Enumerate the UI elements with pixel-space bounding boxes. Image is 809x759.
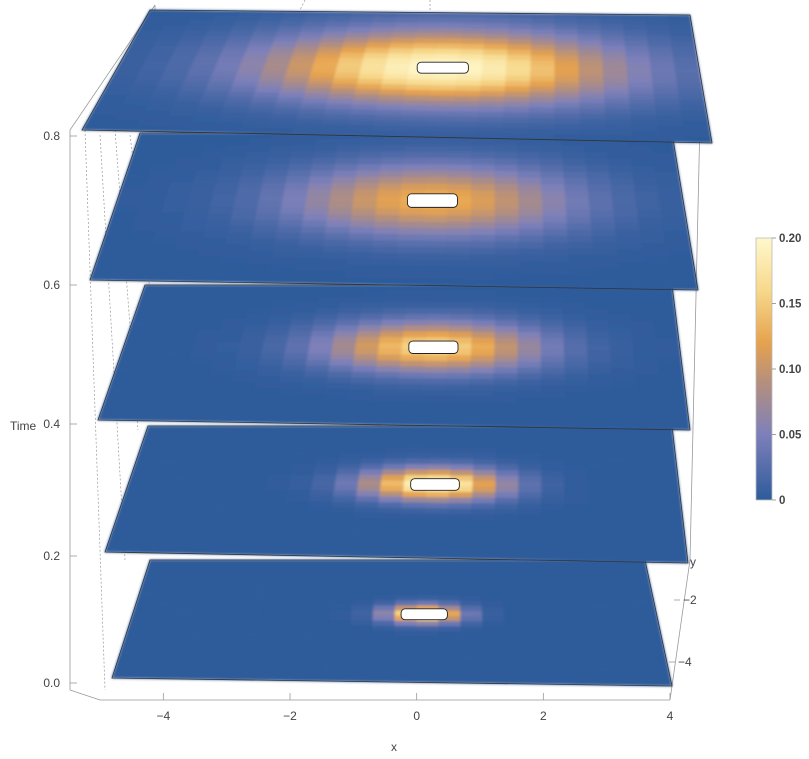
source-cell	[416, 61, 469, 74]
box-edge-right	[669, 559, 691, 701]
y-axis-label: y	[690, 555, 696, 569]
colorbar-tick-label: 0	[779, 495, 785, 507]
time-axis-label: Time	[10, 419, 37, 433]
colorbar-gradient	[755, 237, 773, 501]
source-cell	[406, 193, 458, 208]
colorbar-tick-label: 0.20	[779, 233, 801, 245]
slice-t-0.8	[81, 9, 713, 144]
colorbar-tick-label: 0.05	[779, 430, 802, 442]
x-tick-label: 2	[540, 709, 547, 723]
y-tick-label: −2	[683, 593, 697, 607]
slice-t-0.4	[97, 284, 691, 431]
colorbar	[755, 237, 773, 501]
colorbar-tick-label: 0.10	[779, 364, 801, 376]
time-axis: 0.0 0.2 0.4 0.6 0.8	[43, 129, 77, 690]
x-axis: −4 −2 0 2 4	[156, 693, 674, 723]
x-axis-label: x	[391, 740, 397, 754]
source-cell	[400, 608, 448, 621]
time-tick-label: 0.8	[43, 129, 60, 143]
x-tick-label: 0	[413, 709, 420, 723]
source-cell	[408, 340, 459, 354]
slice-outline	[81, 9, 713, 144]
time-tick-label: 0.6	[43, 278, 60, 292]
y-tick-label: −4	[678, 655, 692, 669]
time-slices	[81, 9, 713, 687]
x-tick-label: −4	[156, 709, 170, 723]
box-edge-bottom-left	[69, 689, 101, 701]
time-tick-label: 0.4	[43, 417, 60, 431]
source-cell	[410, 478, 460, 491]
slice-t-0.6	[89, 132, 699, 291]
time-tick-label: 0.0	[43, 676, 60, 690]
slice-outline	[111, 559, 673, 687]
time-tick-label: 0.2	[43, 549, 60, 563]
colorbar-ticks: 0 0.05 0.10 0.15 0.20	[772, 233, 802, 507]
slice-t-0.2	[104, 425, 689, 564]
colorbar-tick-label: 0.15	[779, 299, 802, 311]
plot-box	[69, 4, 701, 701]
x-tick-label: 4	[667, 709, 674, 723]
y-axis: −2 −4	[669, 593, 697, 669]
x-tick-label: −2	[283, 709, 297, 723]
box-edge-right-top	[689, 119, 701, 561]
slice-t-0	[111, 559, 673, 687]
